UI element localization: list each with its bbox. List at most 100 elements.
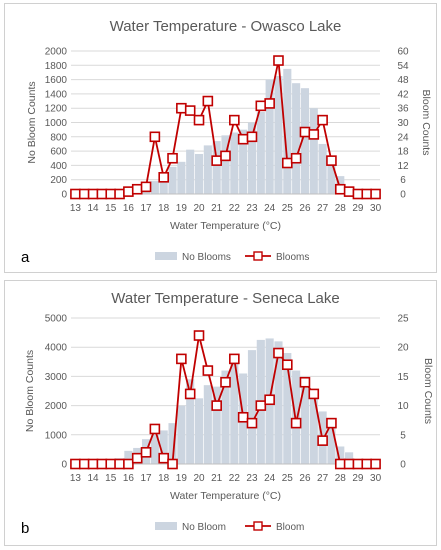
x-axis-title: Water Temperature (°C): [170, 220, 281, 232]
legend-marker-swatch: [253, 251, 263, 261]
bloom-marker: [237, 133, 249, 145]
bar: [345, 452, 354, 464]
y-right-tick-label: 25: [397, 314, 409, 325]
bloom-marker: [237, 411, 249, 423]
bar: [203, 145, 212, 194]
bar: [168, 423, 177, 464]
bloom-marker: [96, 188, 108, 200]
x-tick-label: 23: [246, 203, 258, 214]
bar: [247, 122, 257, 194]
x-tick-label: 19: [176, 203, 188, 214]
bloom-marker: [334, 183, 346, 195]
bar: [327, 426, 336, 464]
x-tick-label: 22: [229, 473, 241, 484]
bar: [230, 132, 239, 194]
x-tick-label: 15: [105, 473, 117, 484]
x-tick-label: 20: [193, 203, 205, 214]
bloom-marker: [158, 172, 169, 183]
y-left-tick-label: 1200: [45, 104, 68, 115]
bloom-marker: [202, 365, 214, 376]
x-tick-label: 24: [264, 473, 276, 484]
bloom-marker: [87, 188, 99, 200]
bar: [239, 129, 248, 194]
bloom-marker: [167, 458, 178, 470]
panel-label: b: [21, 520, 29, 537]
chart-panel-seneca: Water Temperature - Seneca Lake 0 1000 2000…: [4, 280, 437, 546]
bar: [274, 76, 283, 194]
y-right-tick-label: 10: [397, 401, 409, 412]
y-right-tick-label: 5: [400, 430, 406, 441]
y-left-tick-label: 600: [50, 147, 67, 158]
y-right-tick-label: 6: [400, 175, 406, 186]
bloom-marker: [123, 458, 134, 470]
bar: [194, 153, 204, 194]
y-right-axis-title: Bloom Counts: [422, 358, 434, 424]
y-left-tick-label: 200: [50, 175, 67, 186]
y-right-tick-label: 54: [397, 61, 409, 72]
bloom-marker: [87, 458, 99, 470]
bloom-marker: [334, 458, 346, 470]
x-tick-label: 25: [282, 203, 294, 214]
bar: [318, 143, 327, 194]
x-tick-label: 16: [123, 473, 135, 484]
bloom-marker: [220, 150, 231, 162]
y-left-tick-label: 5000: [45, 314, 68, 325]
bloom-marker: [176, 102, 187, 114]
x-tick-label: 14: [88, 203, 100, 214]
bar: [221, 370, 230, 464]
bloom-marker: [370, 458, 381, 470]
bar: [177, 161, 186, 194]
x-tick-label: 29: [352, 203, 364, 214]
bar: [309, 108, 318, 194]
y-left-tick-label: 1000: [45, 430, 68, 441]
y-right-tick-label: 20: [397, 343, 409, 354]
x-tick-label: 23: [246, 473, 258, 484]
bar: [283, 353, 292, 464]
x-tick-label: 15: [105, 203, 117, 214]
bar: [150, 181, 159, 194]
bar: [309, 393, 318, 464]
y-right-tick-label: 0: [400, 190, 406, 201]
bloom-marker: [114, 188, 125, 200]
x-tick-label: 20: [193, 473, 205, 484]
bar: [212, 386, 221, 464]
bar: [300, 88, 310, 194]
bar: [300, 382, 310, 464]
bar: [221, 135, 230, 194]
bar: [256, 111, 265, 194]
bloom-marker: [352, 458, 364, 470]
bloom-marker: [131, 183, 143, 195]
bloom-marker: [176, 353, 187, 365]
bar: [274, 341, 283, 464]
bar: [159, 176, 168, 194]
bloom-marker: [361, 458, 373, 470]
bar: [292, 83, 301, 194]
y-right-tick-label: 0: [400, 460, 406, 471]
bloom-marker: [308, 129, 320, 140]
bar: [247, 350, 257, 464]
x-tick-label: 26: [299, 203, 311, 214]
bloom-marker: [78, 458, 90, 470]
bar: [124, 450, 133, 464]
y-left-tick-label: 3000: [45, 372, 68, 383]
bloom-marker: [255, 400, 267, 411]
legend-marker-swatch: [253, 521, 263, 531]
bloom-marker: [229, 114, 240, 126]
bloom-marker: [273, 55, 284, 66]
x-tick-label: 13: [70, 473, 82, 484]
bloom-marker: [140, 181, 152, 193]
bloom-marker: [193, 114, 205, 126]
bloom-marker: [184, 105, 196, 116]
bar: [177, 405, 186, 464]
bloom-marker: [78, 188, 90, 200]
bloom-marker: [290, 417, 302, 429]
bar: [168, 166, 177, 194]
seneca-chart: Water Temperature - Seneca Lake 0 1000 2000…: [21, 290, 434, 537]
chart-title: Water Temperature - Seneca Lake: [111, 290, 339, 307]
bloom-marker: [149, 423, 161, 435]
x-tick-label: 21: [211, 203, 223, 214]
legend-label: Blooms: [276, 252, 309, 263]
y-right-tick-label: 60: [397, 47, 409, 58]
bloom-marker: [264, 394, 275, 406]
bloom-marker: [184, 388, 196, 400]
